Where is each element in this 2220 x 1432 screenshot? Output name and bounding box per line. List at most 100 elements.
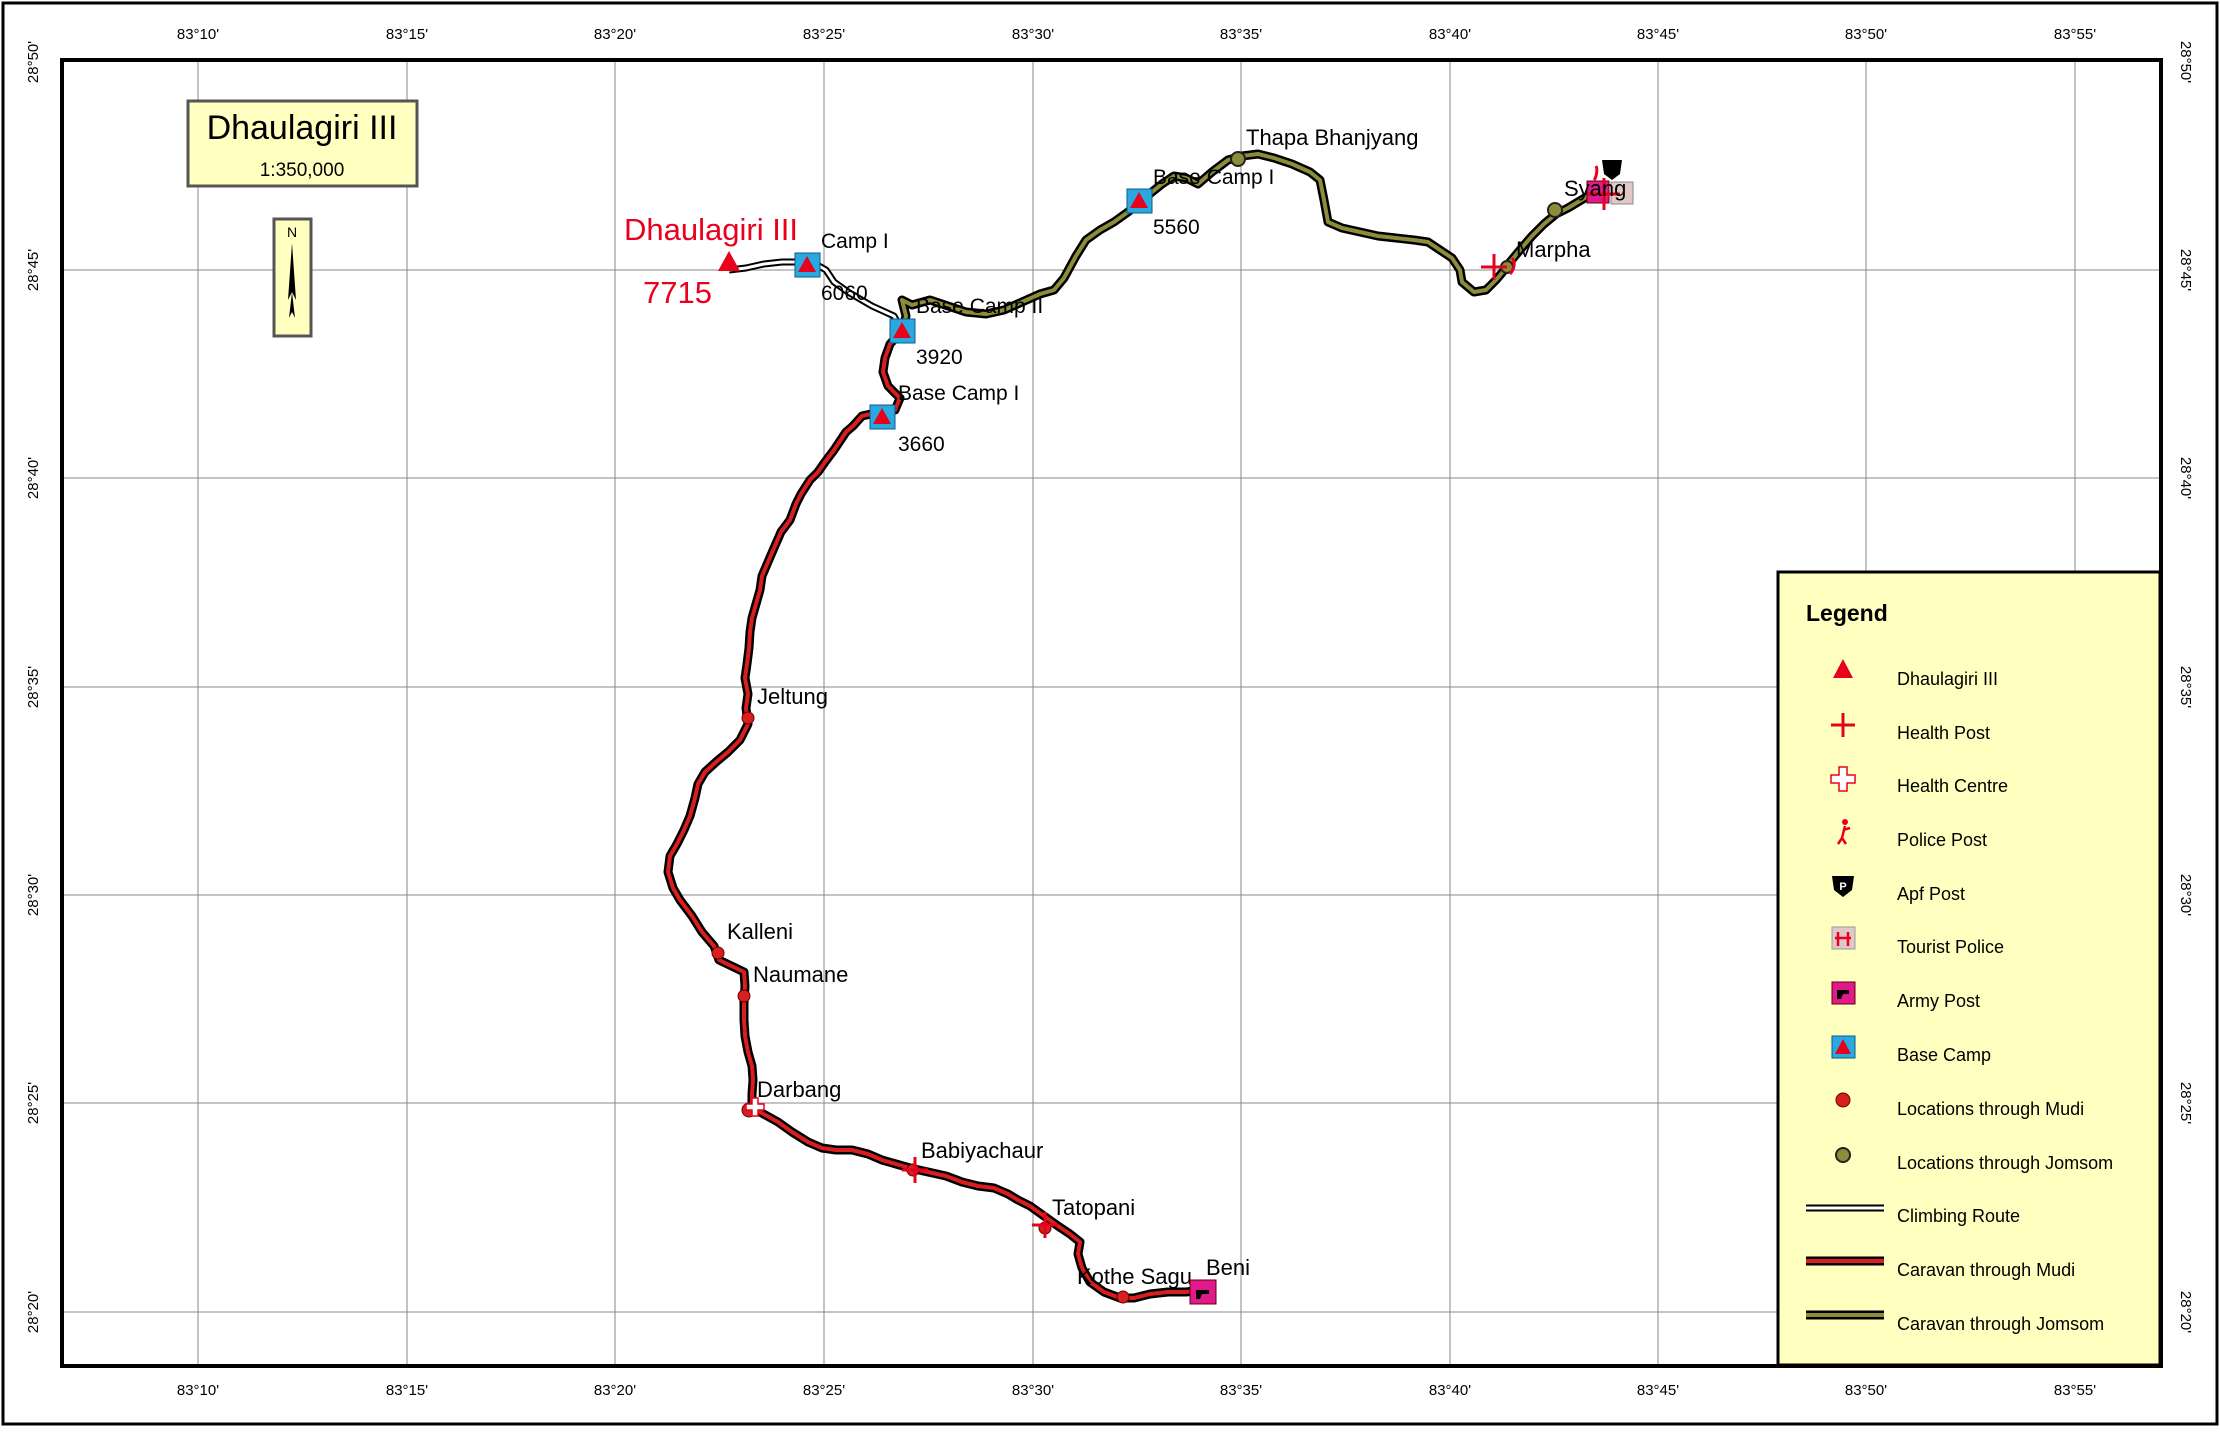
- health-centre-cross-icon: [745, 1097, 765, 1117]
- apf-post-shield-icon: P: [1832, 876, 1854, 897]
- place-label: Thapa Bhanjyang: [1246, 125, 1418, 150]
- lat-label-left: 28°40': [25, 457, 42, 499]
- place-label: Darbang: [757, 1077, 841, 1102]
- north-label: N: [287, 224, 297, 240]
- base-camp-tent-icon: [1831, 1035, 1856, 1059]
- lat-label-left: 28°25': [25, 1082, 42, 1124]
- lon-label-bottom: 83°35': [1220, 1382, 1262, 1399]
- lat-label-left: 28°50': [25, 41, 42, 83]
- lat-label-right: 28°30': [2177, 874, 2194, 916]
- lon-label-top: 83°50': [1845, 26, 1887, 43]
- lon-label-top: 83°55': [2054, 26, 2096, 43]
- legend-item-label: Locations through Jomsom: [1897, 1153, 2113, 1173]
- lat-labels-right: 28°50' 28°45' 28°40' 28°35' 28°30' 28°25…: [2177, 41, 2194, 1333]
- place-label: Camp I: [821, 230, 889, 253]
- place-label: Marpha: [1516, 237, 1591, 262]
- peak-triangle-icon: [1833, 659, 1853, 678]
- lon-label-bottom: 83°15': [386, 1382, 428, 1399]
- legend-title: Legend: [1806, 600, 1888, 626]
- peak-elevation-label: 7715: [643, 275, 712, 310]
- tourist-police-icon: [1831, 926, 1856, 950]
- place-label: Base Camp II: [916, 295, 1043, 318]
- north-arrow: N: [272, 217, 313, 338]
- legend-item-label: Apf Post: [1897, 884, 1965, 904]
- legend-item-label: Health Post: [1897, 723, 1990, 743]
- health-post-cross-icon: [1588, 178, 1620, 210]
- legend-item-label: Caravan through Jomsom: [1897, 1314, 2104, 1334]
- lon-label-top: 83°35': [1220, 26, 1262, 43]
- lon-label-top: 83°45': [1637, 26, 1679, 43]
- lon-label-top: 83°10': [177, 26, 219, 43]
- peak-name-label: Dhaulagiri III: [624, 212, 798, 247]
- lat-label-right: 28°40': [2177, 457, 2194, 499]
- lon-label-bottom: 83°40': [1429, 1382, 1471, 1399]
- lon-label-top: 83°15': [386, 26, 428, 43]
- place-label: Beni: [1206, 1255, 1250, 1280]
- lat-labels-left: 28°50' 28°45' 28°40' 28°35' 28°30' 28°25…: [25, 41, 42, 1333]
- mudi-route-line: [666, 329, 1204, 1300]
- syang-cluster: [1586, 160, 1634, 210]
- legend-item-label: Police Post: [1897, 830, 1987, 850]
- map-scale: 1:350,000: [260, 160, 345, 181]
- lon-label-top: 83°25': [803, 26, 845, 43]
- lon-label-bottom: 83°25': [803, 1382, 845, 1399]
- tent-icon: [798, 256, 816, 272]
- place-label: Naumane: [753, 962, 848, 987]
- base-camp-marker: [1126, 188, 1153, 214]
- lon-labels-top: 83°10' 83°15' 83°20' 83°25' 83°30' 83°35…: [177, 26, 2096, 43]
- legend-item-label: Health Centre: [1897, 776, 2008, 796]
- mudi-location-dot-icon: [741, 711, 755, 725]
- map-title: Dhaulagiri III: [207, 109, 398, 147]
- gun-icon: [1196, 1290, 1209, 1299]
- svg-text:P: P: [1839, 881, 1846, 893]
- legend-item-label: Caravan through Mudi: [1897, 1260, 2075, 1280]
- place-label: Babiyachaur: [921, 1138, 1043, 1163]
- place-label: Tatopani: [1052, 1195, 1135, 1220]
- legend-item-label: Dhaulagiri III: [1897, 669, 1998, 689]
- police-post-icon: [1592, 165, 1599, 182]
- lat-label-left: 28°45': [25, 249, 42, 291]
- lat-label-right: 28°50': [2177, 41, 2194, 83]
- lon-label-top: 83°20': [594, 26, 636, 43]
- lat-label-right: 28°45': [2177, 249, 2194, 291]
- place-label: Syang: [1564, 176, 1626, 201]
- elevation-label: 6060: [821, 282, 868, 305]
- lon-label-bottom: 83°45': [1637, 1382, 1679, 1399]
- apf-post-shield-icon: [1602, 160, 1622, 180]
- elevation-label: 5560: [1153, 216, 1200, 239]
- mudi-location-dot-icon: [711, 946, 725, 960]
- police-post-icon: [1836, 819, 1851, 845]
- place-label: Jeltung: [757, 684, 828, 709]
- tent-icon: [1130, 192, 1148, 208]
- base-camp-marker: [794, 252, 821, 278]
- jomsom-location-dot-icon: [1547, 202, 1563, 218]
- legend-panel: [1776, 570, 2162, 1367]
- lon-label-bottom: 83°10': [177, 1382, 219, 1399]
- title-box: Dhaulagiri III 1:350,000: [186, 99, 419, 188]
- legend-item-label: Locations through Mudi: [1897, 1099, 2084, 1119]
- legend-item-label: Tourist Police: [1897, 937, 2004, 957]
- health-centre-cross-icon: [1830, 766, 1856, 792]
- health-post-cross-icon: [1831, 713, 1855, 737]
- base-camp-marker: [869, 404, 896, 430]
- place-label: Base Camp I: [1153, 166, 1274, 189]
- place-label: Kalleni: [727, 919, 793, 944]
- tent-icon: [893, 322, 911, 338]
- place-label: Base Camp I: [898, 382, 1019, 405]
- lat-label-right: 28°35': [2177, 666, 2194, 708]
- lon-label-top: 83°40': [1429, 26, 1471, 43]
- lat-label-right: 28°25': [2177, 1082, 2194, 1124]
- place-label: Kothe Sagu: [1077, 1264, 1192, 1289]
- lat-label-left: 28°35': [25, 666, 42, 708]
- tent-icon: [873, 408, 891, 424]
- health-post-cross-icon: [1481, 254, 1507, 280]
- mudi-caravan-route: [663, 326, 1207, 1303]
- elevation-label: 3920: [916, 346, 963, 369]
- lon-labels-bottom: 83°10' 83°15' 83°20' 83°25' 83°30' 83°35…: [177, 1382, 2096, 1399]
- mudi-location-dot-icon: [1835, 1092, 1851, 1108]
- lat-label-left: 28°30': [25, 874, 42, 916]
- lon-label-bottom: 83°50': [1845, 1382, 1887, 1399]
- mudi-location-dot-icon: [1116, 1290, 1130, 1304]
